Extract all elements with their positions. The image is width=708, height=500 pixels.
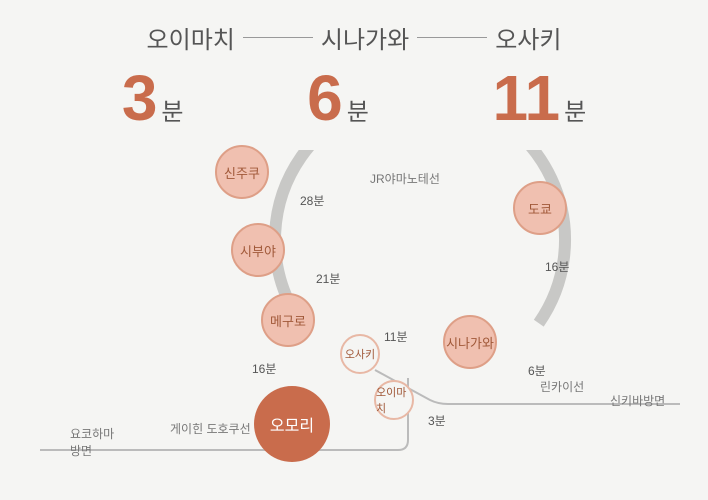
- station-오이마치: 오이마치: [374, 380, 414, 420]
- station-time-label: 16분: [252, 360, 276, 377]
- dest-1: 시나가와: [321, 20, 409, 55]
- time-block: 6분: [307, 61, 369, 135]
- station-오모리: 오모리: [254, 386, 330, 462]
- header-destinations: 오이마치 시나가와 오사키: [0, 0, 708, 55]
- station-시나가와: 시나가와: [443, 315, 497, 369]
- station-시부야: 시부야: [231, 223, 285, 277]
- station-신주쿠: 신주쿠: [215, 145, 269, 199]
- dest-2: 오사키: [495, 20, 561, 55]
- route-diagram: JR야마노테선 신주쿠28분시부야21분메구로16분도쿄16분시나가와6분오사키…: [0, 150, 708, 500]
- time-value: 3: [122, 62, 158, 134]
- station-도쿄: 도쿄: [513, 181, 567, 235]
- station-time-label: 11분: [384, 328, 408, 345]
- station-time-label: 21분: [316, 270, 340, 287]
- branch-direction-label: 요코하마 방면: [70, 425, 114, 459]
- branch-direction-label: 신키바방면: [610, 392, 665, 409]
- time-unit: 분: [564, 99, 586, 126]
- header-divider: [417, 37, 487, 38]
- time-value: 6: [307, 62, 343, 134]
- time-unit: 분: [161, 99, 183, 126]
- branch-line-label: 게이힌 도호쿠선: [170, 420, 251, 437]
- time-unit: 분: [347, 99, 369, 126]
- time-block: 3분: [122, 61, 184, 135]
- dest-0: 오이마치: [147, 20, 235, 55]
- station-오사키: 오사키: [340, 334, 380, 374]
- station-time-label: 3분: [428, 412, 446, 429]
- branch-line-label: 린카이선: [540, 378, 584, 395]
- station-time-label: 28분: [300, 192, 324, 209]
- station-time-label: 6분: [528, 362, 546, 379]
- time-block: 11분: [492, 61, 586, 135]
- header-divider: [243, 37, 313, 38]
- station-time-label: 16분: [545, 258, 569, 275]
- yamanote-label: JR야마노테선: [370, 170, 440, 187]
- header-times: 3분 6분 11분: [0, 61, 708, 135]
- time-value: 11: [492, 62, 560, 134]
- station-메구로: 메구로: [261, 293, 315, 347]
